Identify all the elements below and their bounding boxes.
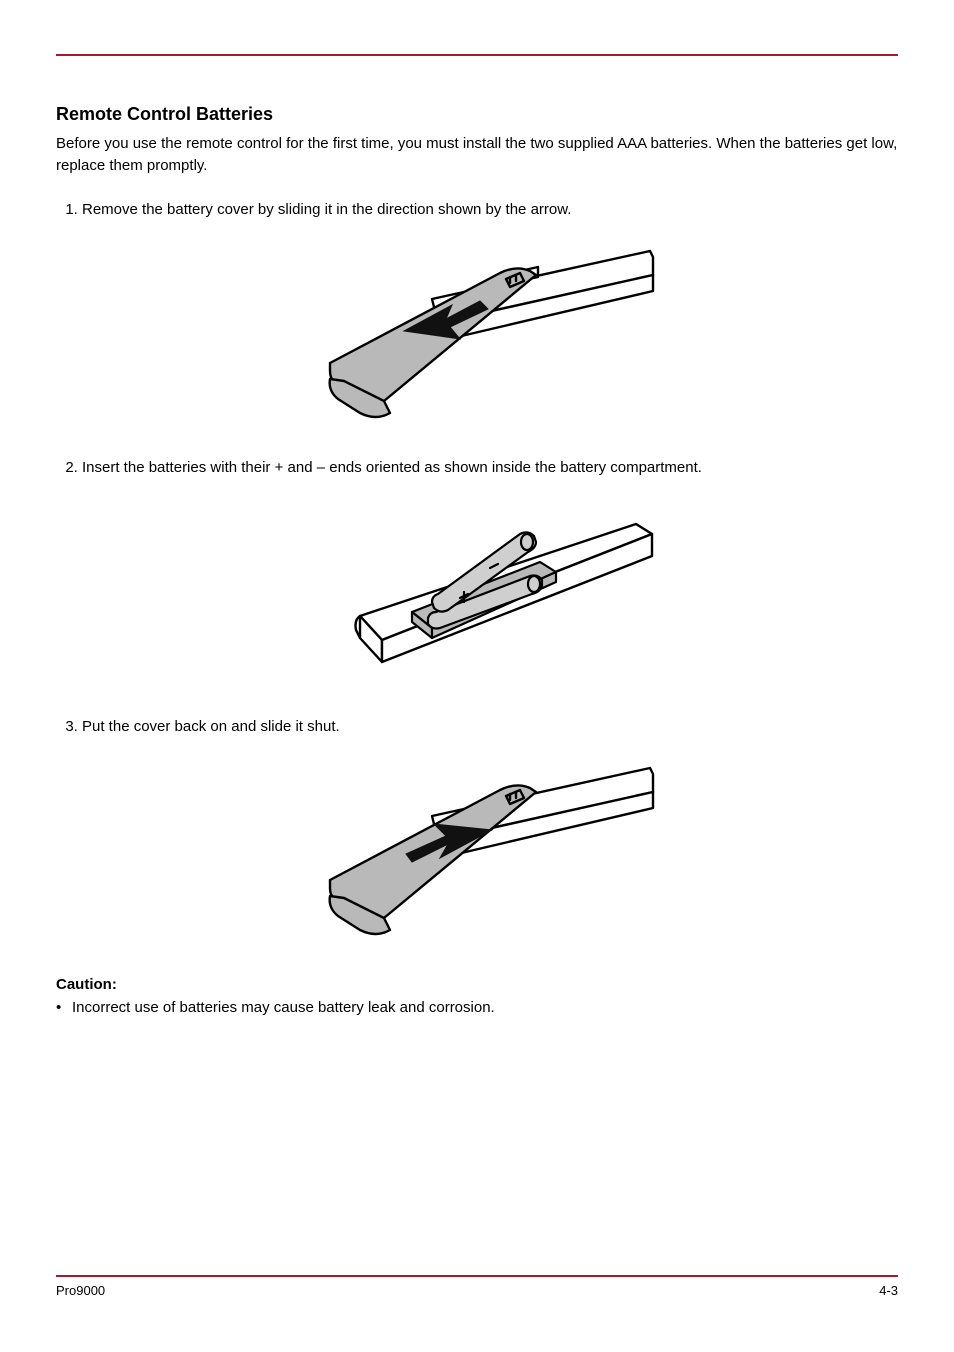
bottom-rule <box>56 1275 898 1277</box>
figure-3 <box>82 748 898 948</box>
footer-left: Pro9000 <box>56 1283 105 1298</box>
figure-1 <box>82 231 898 431</box>
section-heading: Remote Control Batteries <box>56 104 898 125</box>
step-3-text: Put the cover back on and slide it shut. <box>82 716 898 739</box>
step-2: Insert the batteries with their + and – … <box>82 457 898 690</box>
steps-list: Remove the battery cover by sliding it i… <box>56 199 898 949</box>
page-footer: Pro9000 4-3 <box>56 1275 898 1298</box>
caution-block: Caution: Incorrect use of batteries may … <box>56 976 898 1019</box>
step-3: Put the cover back on and slide it shut. <box>82 716 898 949</box>
step-1: Remove the battery cover by sliding it i… <box>82 199 898 432</box>
step-1-text: Remove the battery cover by sliding it i… <box>82 199 898 222</box>
step-2-text: Insert the batteries with their + and – … <box>82 457 898 480</box>
footer-right: 4-3 <box>879 1283 898 1298</box>
figure-2 <box>82 490 898 690</box>
caution-item: Incorrect use of batteries may cause bat… <box>56 997 898 1019</box>
caution-list: Incorrect use of batteries may cause bat… <box>56 997 898 1019</box>
caution-title: Caution: <box>56 976 898 993</box>
top-rule <box>56 54 898 56</box>
intro-paragraph: Before you use the remote control for th… <box>56 133 898 177</box>
